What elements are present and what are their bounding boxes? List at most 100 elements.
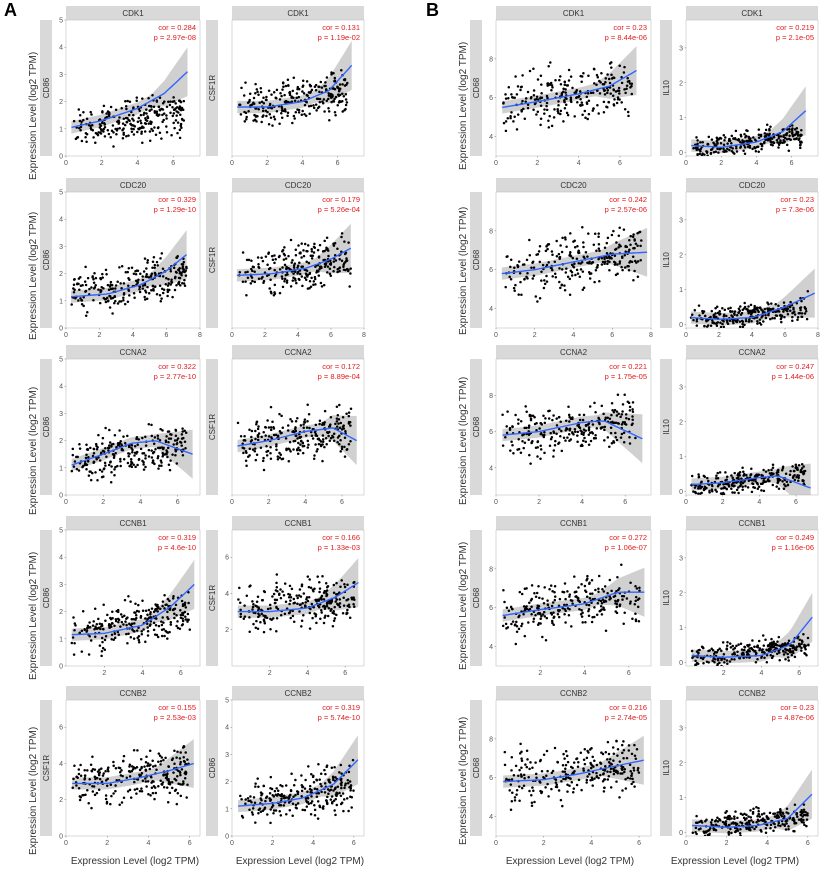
scatter-point bbox=[179, 762, 182, 766]
scatter-point bbox=[322, 423, 326, 426]
scatter-point bbox=[739, 305, 742, 308]
scatter-point bbox=[87, 653, 91, 656]
scatter-point bbox=[753, 304, 756, 308]
scatter-point bbox=[150, 434, 154, 438]
x-axis-label-a: Expression Level (log2 TPM) bbox=[70, 856, 200, 867]
scatter-point bbox=[181, 454, 185, 457]
scatter-point bbox=[108, 294, 111, 298]
scatter-point bbox=[76, 282, 79, 285]
scatter-point bbox=[135, 269, 139, 272]
scatter-point bbox=[552, 611, 555, 614]
scatter-point bbox=[169, 283, 172, 286]
scatter-point bbox=[296, 272, 299, 275]
scatter-point bbox=[330, 71, 333, 74]
scatter-point bbox=[128, 770, 132, 774]
scatter-point bbox=[565, 426, 568, 430]
panel-strip-title: CDK1 bbox=[122, 9, 144, 18]
scatter-point bbox=[287, 84, 290, 87]
scatter-point bbox=[577, 94, 581, 98]
scatter-point bbox=[782, 487, 786, 491]
y-tick-label: 6 bbox=[489, 267, 493, 274]
scatter-point bbox=[786, 652, 789, 656]
scatter-point bbox=[250, 435, 253, 439]
scatter-point bbox=[325, 99, 329, 103]
scatter-point bbox=[319, 281, 323, 285]
scatter-point bbox=[108, 444, 111, 447]
scatter-point bbox=[145, 755, 148, 759]
scatter-point bbox=[133, 444, 137, 448]
panel-y-label: CD86 bbox=[42, 77, 51, 98]
scatter-point bbox=[184, 446, 187, 450]
scatter-point bbox=[84, 135, 87, 139]
y-tick-label: 2 bbox=[59, 797, 63, 804]
scatter-point bbox=[267, 123, 271, 126]
y-tick-label: 0 bbox=[59, 664, 63, 671]
scatter-point bbox=[516, 263, 519, 267]
x-tick-label: 4 bbox=[303, 499, 307, 506]
scatter-point bbox=[175, 614, 178, 617]
scatter-point bbox=[280, 275, 284, 278]
scatter-point bbox=[610, 66, 613, 69]
scatter-point bbox=[286, 78, 290, 82]
scatter-point bbox=[312, 774, 315, 778]
scatter-point bbox=[514, 413, 517, 417]
scatter-point bbox=[95, 791, 99, 795]
scatter-point bbox=[777, 146, 780, 149]
scatter-point bbox=[303, 242, 307, 246]
scatter-point bbox=[257, 612, 260, 615]
scatter-point bbox=[95, 447, 99, 451]
scatter-point bbox=[606, 436, 610, 439]
scatter-point bbox=[509, 258, 513, 262]
scatter-point bbox=[91, 454, 95, 458]
scatter-point bbox=[325, 585, 329, 589]
scatter-point bbox=[741, 325, 745, 328]
scatter-point bbox=[251, 807, 255, 810]
scatter-point bbox=[129, 600, 132, 603]
scatter-point bbox=[702, 310, 706, 313]
scatter-point bbox=[571, 256, 575, 260]
scatter-point bbox=[75, 467, 79, 471]
scatter-point bbox=[127, 452, 130, 455]
scatter-point bbox=[90, 770, 94, 773]
scatter-point bbox=[265, 450, 268, 454]
scatter-point bbox=[631, 408, 634, 411]
scatter-point bbox=[279, 783, 282, 787]
scatter-point bbox=[543, 421, 547, 425]
scatter-point bbox=[118, 429, 121, 432]
scatter-point bbox=[88, 621, 91, 624]
scatter-point bbox=[167, 437, 171, 440]
scatter-point bbox=[179, 284, 182, 287]
scatter-point bbox=[275, 88, 279, 92]
x-tick-label: 4 bbox=[300, 160, 304, 167]
scatter-point bbox=[544, 639, 548, 642]
scatter-point bbox=[167, 430, 171, 433]
scatter-point bbox=[302, 254, 306, 258]
scatter-point bbox=[344, 251, 348, 255]
scatter-point bbox=[317, 442, 321, 446]
scatter-point bbox=[137, 438, 140, 441]
scatter-point bbox=[314, 89, 318, 92]
ylabel-strip bbox=[40, 20, 52, 156]
scatter-point bbox=[102, 104, 106, 108]
scatter-point bbox=[332, 799, 336, 802]
scatter-point bbox=[696, 142, 699, 146]
scatter-point bbox=[76, 455, 79, 459]
scatter-point bbox=[716, 476, 720, 480]
scatter-point bbox=[620, 255, 624, 258]
scatter-point bbox=[712, 151, 716, 154]
scatter-point bbox=[802, 632, 805, 636]
scatter-point bbox=[321, 440, 325, 443]
scatter-point bbox=[127, 134, 130, 137]
scatter-point bbox=[266, 607, 270, 611]
scatter-point bbox=[722, 143, 726, 146]
scatter-point bbox=[243, 604, 246, 607]
scatter-point bbox=[782, 141, 786, 144]
scatter-point bbox=[757, 473, 761, 477]
scatter-point bbox=[296, 790, 300, 794]
ylabel-strip bbox=[206, 20, 218, 156]
scatter-point bbox=[800, 133, 803, 137]
scatter-point bbox=[334, 813, 337, 817]
scatter-point bbox=[244, 802, 247, 805]
scatter-point bbox=[294, 254, 298, 257]
